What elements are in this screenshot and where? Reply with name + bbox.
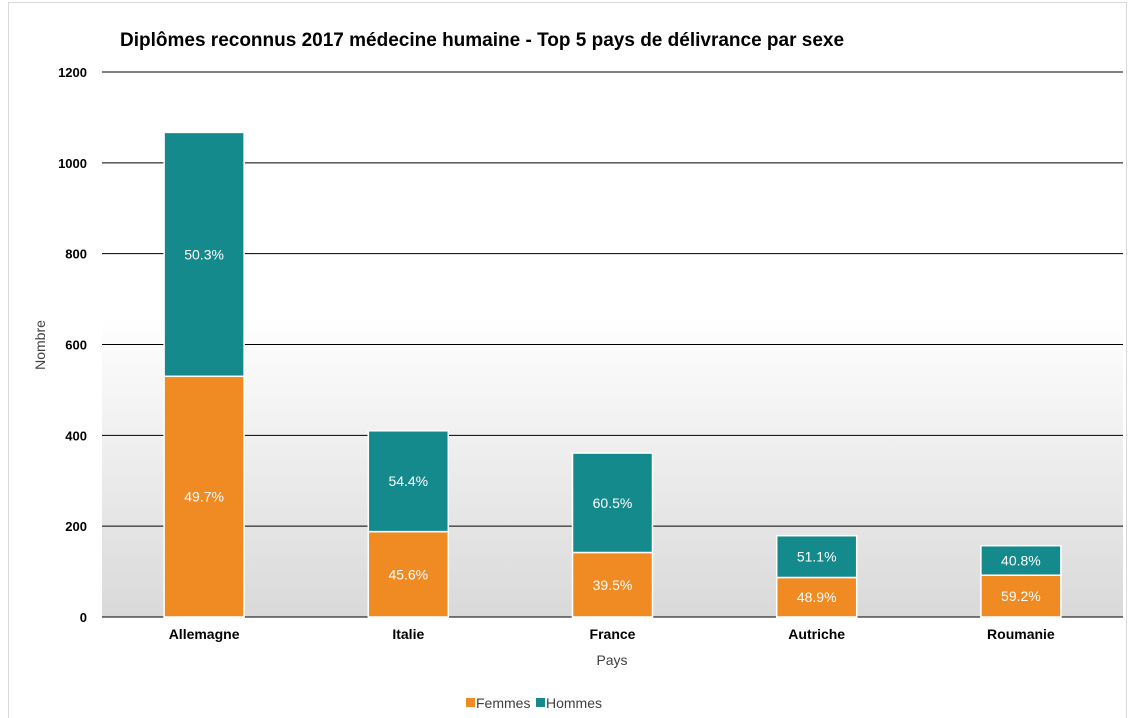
data-label: 60.5%	[593, 495, 633, 511]
x-tick-label: Allemagne	[169, 626, 240, 642]
y-axis-label: Nombre	[32, 320, 48, 370]
legend-label: Femmes	[476, 695, 530, 711]
bar-femmes-roumanie	[980, 574, 1062, 618]
y-tick-label: 800	[65, 247, 87, 262]
y-tick-label: 1000	[58, 156, 87, 171]
data-label: 59.2%	[1001, 588, 1041, 604]
x-tick-label: France	[590, 626, 636, 642]
legend: Femmes Hommes	[466, 695, 602, 711]
y-tick-label: 400	[65, 428, 87, 443]
data-label: 50.3%	[184, 246, 224, 262]
data-label: 40.8%	[1001, 552, 1041, 568]
legend-swatch	[466, 698, 475, 707]
x-tick-label: Italie	[392, 626, 424, 642]
bar-hommes-autriche	[775, 534, 858, 579]
bar-hommes-allemagne	[163, 131, 245, 378]
y-axis-ticks: 0 200 400 600 800 1000 1200	[58, 65, 87, 625]
bar-hommes-roumanie	[980, 544, 1062, 576]
x-tick-label: Roumanie	[987, 626, 1055, 642]
legend-label: Hommes	[546, 695, 602, 711]
x-tick-label: Autriche	[788, 626, 845, 642]
bar-femmes-autriche	[775, 576, 858, 618]
legend-swatch	[536, 698, 545, 707]
data-label: 54.4%	[388, 473, 428, 489]
x-axis-label: Pays	[596, 652, 627, 668]
data-label: 39.5%	[593, 577, 633, 593]
data-label: 45.6%	[388, 566, 428, 582]
bar-femmes-france	[571, 551, 654, 618]
bar-hommes-italie	[367, 430, 450, 533]
data-label: 48.9%	[797, 589, 837, 605]
y-tick-label: 1200	[58, 65, 87, 80]
y-tick-label: 200	[65, 519, 87, 534]
y-tick-label: 0	[80, 610, 87, 625]
bar-femmes-allemagne	[163, 375, 245, 618]
data-label: 49.7%	[184, 489, 224, 505]
chart-title: Diplômes reconnus 2017 médecine humaine …	[120, 30, 844, 51]
bar-femmes-italie	[367, 530, 450, 618]
bars: 49.7% 50.3% 45.6% 54.4% 39.5% 60.5% 48.9% 51.1%…	[163, 131, 1062, 618]
x-axis-ticks: Allemagne Italie France Autriche Roumanie	[169, 626, 1055, 642]
y-tick-label: 600	[65, 338, 87, 353]
bar-hommes-france	[571, 452, 654, 554]
data-label: 51.1%	[797, 549, 837, 565]
